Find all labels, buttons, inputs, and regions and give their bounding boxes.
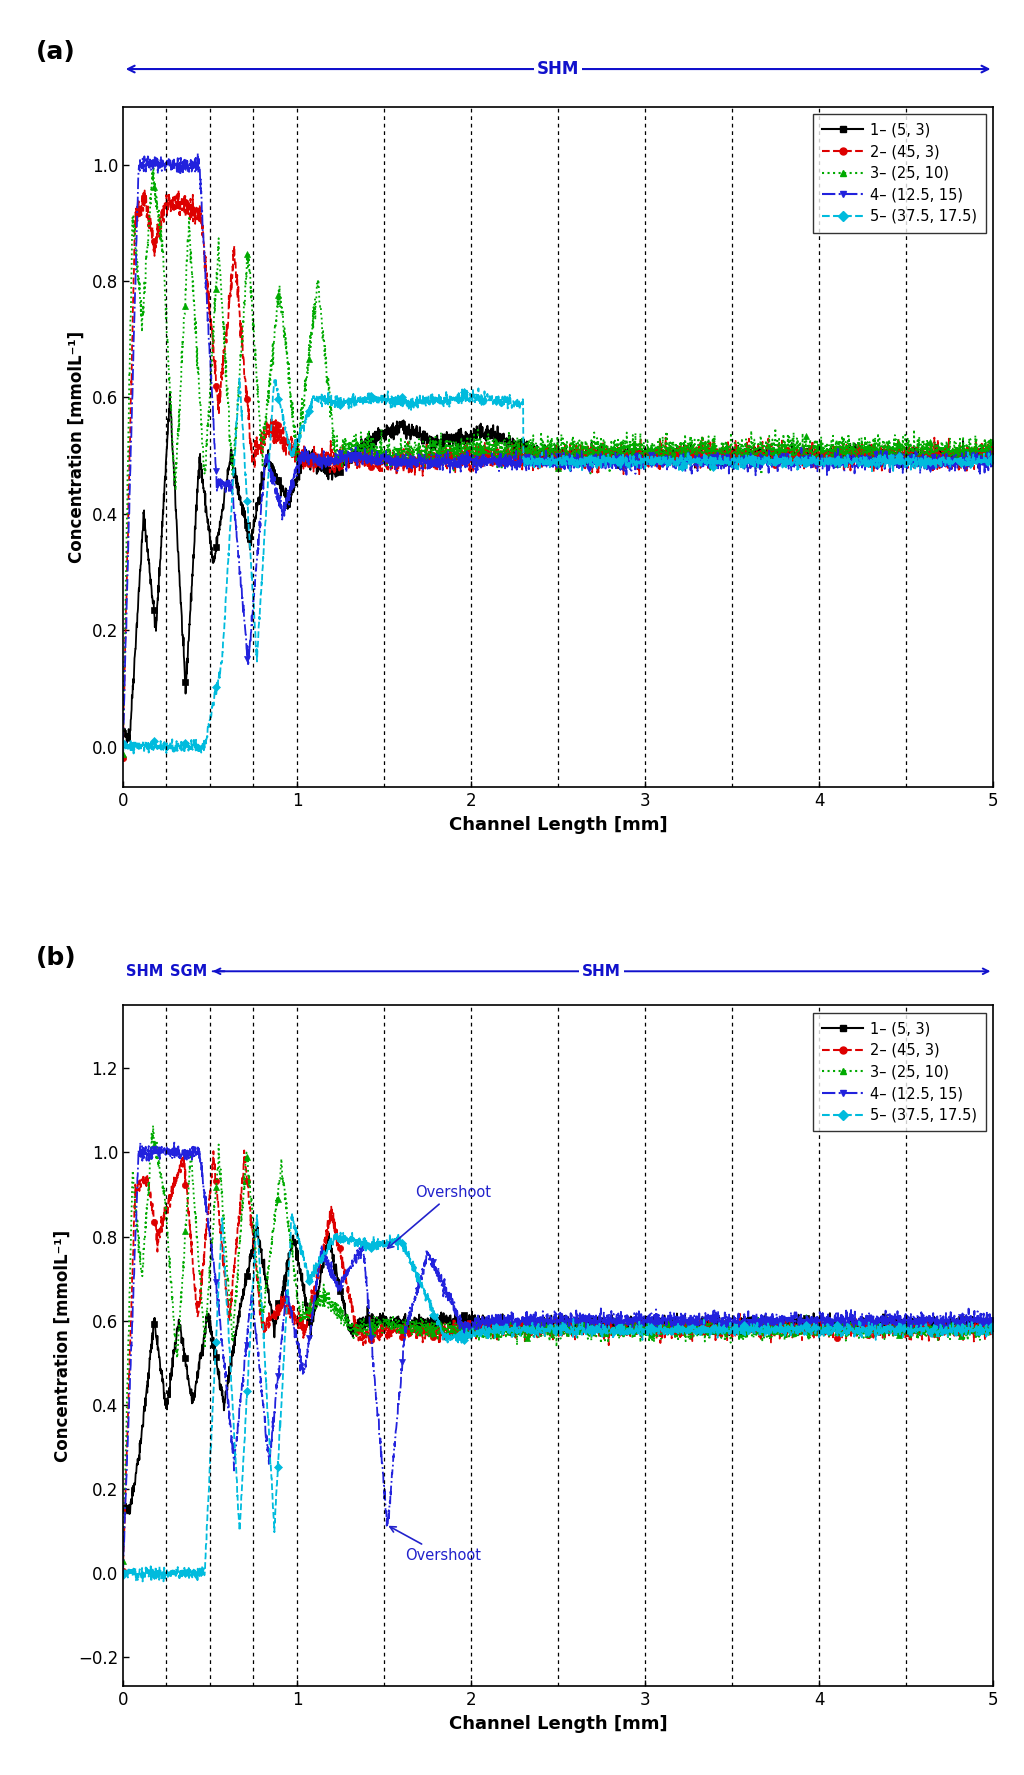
Text: SGM: SGM [170, 964, 207, 978]
Text: SHM: SHM [583, 964, 621, 978]
Text: (a): (a) [36, 41, 76, 64]
Y-axis label: Concentration [mmolL⁻¹]: Concentration [mmolL⁻¹] [68, 330, 86, 563]
Text: Overshoot: Overshoot [387, 1184, 492, 1248]
X-axis label: Channel Length [mm]: Channel Length [mm] [449, 816, 668, 834]
Y-axis label: Concentration [mmolL⁻¹]: Concentration [mmolL⁻¹] [54, 1230, 73, 1463]
Legend: 1– (5, 3), 2– (45, 3), 3– (25, 10), 4– (12.5, 15), 5– (37.5, 17.5): 1– (5, 3), 2– (45, 3), 3– (25, 10), 4– (… [813, 1012, 986, 1131]
Text: Overshoot: Overshoot [390, 1526, 481, 1564]
Legend: 1– (5, 3), 2– (45, 3), 3– (25, 10), 4– (12.5, 15), 5– (37.5, 17.5): 1– (5, 3), 2– (45, 3), 3– (25, 10), 4– (… [813, 114, 986, 233]
Text: SHM: SHM [126, 964, 163, 978]
X-axis label: Channel Length [mm]: Channel Length [mm] [449, 1715, 668, 1732]
Text: SHM: SHM [537, 60, 580, 78]
Text: (b): (b) [36, 946, 77, 969]
